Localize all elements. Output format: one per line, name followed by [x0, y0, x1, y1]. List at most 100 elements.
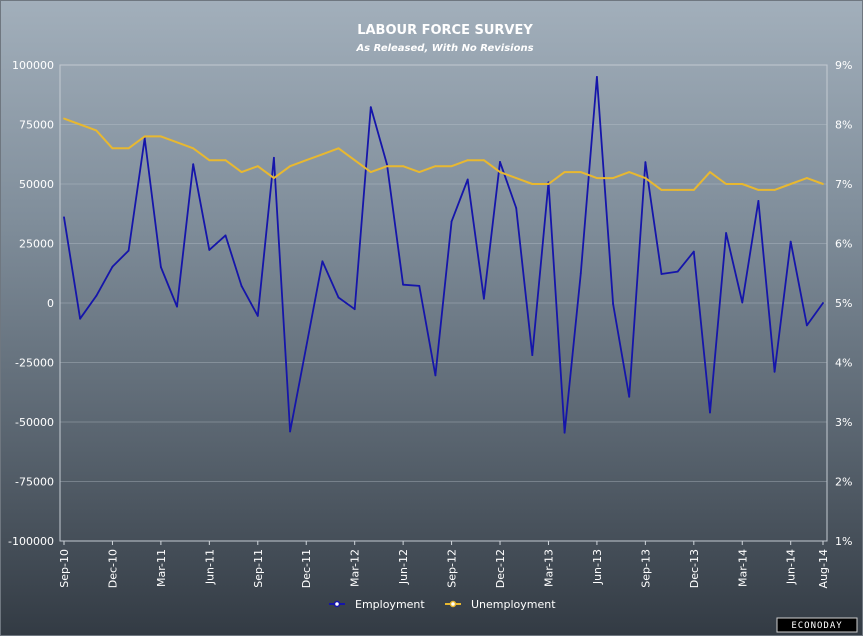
unemployment-point [402, 165, 405, 168]
employment-point [434, 374, 437, 377]
unemployment-point [709, 171, 711, 174]
employment-point [240, 285, 243, 288]
x-tick-label: Dec-12 [494, 549, 507, 588]
x-tick-label: Dec-11 [300, 549, 313, 588]
y-left-tick-label: 0 [47, 297, 54, 310]
x-tick-label: Mar-11 [155, 549, 168, 587]
unemployment-point [547, 183, 550, 185]
employment-point [822, 302, 824, 304]
employment-point [676, 270, 679, 273]
employment-point [805, 324, 808, 327]
legend: Employment Unemployment [329, 598, 556, 611]
x-tick-label: Jun-12 [397, 549, 410, 585]
employment-point [644, 161, 647, 164]
employment-point [111, 265, 114, 268]
y-right-tick-label: 9% [835, 59, 852, 72]
unemployment-point [676, 189, 679, 191]
unemployment-point [159, 135, 162, 138]
y-right-tick-label: 8% [835, 119, 852, 132]
y-left-tick-label: -50000 [15, 416, 54, 429]
unemployment-point [79, 123, 82, 126]
unemployment-point [531, 183, 534, 185]
employment-point [450, 220, 453, 223]
y-right-tick-label: 4% [835, 357, 852, 370]
legend-label-employment: Employment [355, 598, 425, 611]
unemployment-point [773, 189, 776, 191]
employment-point [386, 163, 388, 166]
unemployment-point [143, 135, 146, 138]
x-tick-label: Dec-10 [106, 549, 119, 588]
employment-point [79, 317, 82, 320]
employment-point [531, 354, 534, 357]
unemployment-point [482, 159, 485, 162]
employment-point [773, 370, 776, 373]
employment-point [709, 411, 711, 414]
employment-point [63, 216, 65, 219]
unemployment-point [63, 117, 65, 120]
unemployment-point [822, 183, 824, 185]
unemployment-point [466, 159, 469, 162]
unemployment-point [741, 183, 744, 185]
unemployment-point [628, 171, 631, 174]
unemployment-point [321, 153, 324, 156]
y-left-tick-label: -25000 [15, 357, 54, 370]
x-tick-label: Sep-10 [58, 549, 71, 588]
unemployment-point [369, 171, 372, 174]
employment-point [176, 305, 178, 308]
logo-text: ECONODAY [791, 621, 842, 631]
y-right-tick-label: 7% [835, 178, 852, 191]
unemployment-point [386, 165, 388, 168]
employment-point [757, 199, 760, 202]
employment-point [127, 249, 130, 252]
unemployment-point [256, 165, 259, 168]
legend-item-unemployment[interactable]: Unemployment [445, 598, 556, 611]
unemployment-point [111, 147, 114, 150]
x-tick-label: Dec-13 [688, 549, 701, 588]
y-axis-left: 100000 75000 50000 25000 0 -25000 -50000 -75000… [8, 59, 54, 548]
unemployment-point [273, 177, 275, 179]
employment-point [402, 283, 405, 286]
employment-point [208, 249, 211, 251]
unemployment-point [757, 189, 760, 191]
employment-point [515, 207, 518, 209]
employment-point [482, 297, 485, 300]
unemployment-point [192, 147, 195, 150]
employment-point [563, 431, 566, 434]
unemployment-point [805, 177, 808, 179]
y-right-tick-label: 1% [835, 535, 852, 548]
y-left-tick-label: -100000 [8, 535, 54, 548]
legend-item-employment[interactable]: Employment [329, 598, 425, 611]
employment-point [95, 294, 98, 297]
x-tick-label: Sep-12 [446, 549, 459, 588]
employment-point [224, 234, 227, 237]
y-right-tick-label: 3% [835, 416, 852, 429]
y-left-tick-label: 50000 [19, 178, 54, 191]
x-tick-label: Jun-11 [203, 549, 216, 585]
y-right-tick-label: 5% [835, 297, 852, 310]
x-tick-label: Sep-11 [252, 549, 265, 588]
unemployment-point [289, 165, 291, 168]
employment-point [256, 314, 259, 317]
unemployment-point [418, 171, 421, 174]
unemployment-point [579, 171, 582, 174]
employment-point [660, 273, 663, 275]
chart-title: LABOUR FORCE SURVEY [357, 23, 533, 38]
unemployment-point [692, 189, 695, 191]
unemployment-point [176, 141, 178, 144]
unemployment-point [434, 165, 437, 168]
employment-point [273, 156, 275, 159]
legend-label-unemployment: Unemployment [471, 598, 556, 611]
unemployment-marker-icon [449, 600, 457, 608]
unemployment-point [353, 159, 356, 162]
chart-subtitle: As Released, With No Revisions [355, 43, 533, 54]
unemployment-point [305, 159, 308, 162]
x-tick-label: Mar-14 [736, 549, 749, 587]
x-tick-label: Jun-14 [785, 549, 798, 585]
employment-point [305, 346, 308, 348]
unemployment-point [789, 183, 792, 185]
unemployment-point [208, 159, 211, 162]
x-tick-label: Jun-13 [591, 549, 604, 585]
y-left-tick-label: 25000 [19, 238, 54, 251]
